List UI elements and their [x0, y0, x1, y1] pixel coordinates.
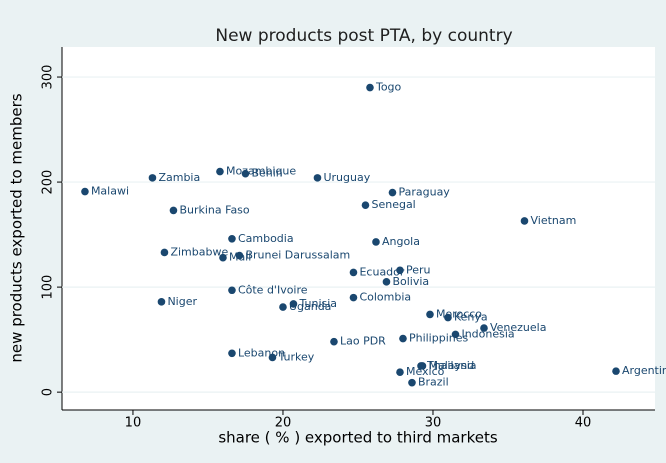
- point: [349, 293, 358, 302]
- point-label: Turkey: [277, 350, 314, 363]
- point: [160, 248, 169, 257]
- point-label: Vietnam: [530, 214, 576, 227]
- point-label: Niger: [167, 295, 197, 308]
- point: [241, 169, 250, 178]
- point-label: Colombia: [359, 291, 411, 304]
- x-axis-title: share ( % ) exported to third markets: [218, 429, 498, 447]
- point: [520, 217, 529, 225]
- point: [408, 378, 416, 387]
- point-label: Kenya: [454, 311, 488, 324]
- point: [81, 187, 89, 196]
- point: [388, 188, 397, 197]
- y-tick-label: 0: [41, 388, 56, 396]
- point: [451, 330, 460, 339]
- point-label: Peru: [406, 263, 431, 276]
- point: [361, 201, 370, 209]
- y-tick-label: 200: [41, 170, 56, 195]
- point-label: Brazil: [418, 376, 449, 389]
- y-axis-title: new products exported to members: [8, 93, 26, 362]
- point-label: Burkina Faso: [179, 203, 249, 216]
- x-tick-label: 30: [425, 416, 442, 431]
- point-label: Zimbabwe: [170, 245, 228, 258]
- point-label: Uganda: [289, 300, 331, 313]
- point: [399, 334, 407, 343]
- point: [612, 367, 620, 375]
- point: [235, 251, 244, 260]
- point: [216, 167, 224, 176]
- y-tick-label: 300: [41, 65, 56, 90]
- point-label: Philippines: [409, 332, 469, 345]
- point-label: Brunei Darussalam: [245, 249, 350, 262]
- point-label: Benin: [251, 167, 282, 180]
- point-label: Thailand: [426, 359, 474, 372]
- point-label: Lao PDR: [340, 335, 386, 348]
- point: [372, 238, 380, 246]
- point: [366, 83, 374, 92]
- point-label: Malaysia: [428, 359, 476, 372]
- point-label: Zambia: [158, 171, 200, 184]
- point: [228, 349, 236, 358]
- point-label: Indonesia: [461, 327, 514, 340]
- y-tick-label: 100: [41, 275, 56, 300]
- point-label: Cambodia: [238, 232, 294, 245]
- chart-title: New products post PTA, by country: [215, 26, 512, 46]
- point-label: Côte d'Ivoire: [238, 283, 308, 296]
- x-tick-label: 40: [575, 416, 592, 431]
- x-tick-label: 10: [125, 416, 142, 431]
- point: [169, 206, 178, 215]
- point-label: Togo: [375, 81, 402, 94]
- point-label: Malawi: [91, 185, 129, 198]
- point-label: Bolivia: [392, 275, 429, 288]
- point: [418, 362, 427, 370]
- point: [349, 268, 358, 277]
- x-tick-label: 20: [275, 416, 292, 431]
- point: [289, 300, 298, 308]
- point: [279, 303, 287, 311]
- point: [148, 174, 157, 182]
- point: [444, 313, 452, 322]
- point-label: Uruguay: [323, 171, 370, 184]
- point: [313, 174, 322, 182]
- point: [228, 286, 236, 295]
- point-label: Senegal: [371, 198, 415, 211]
- point: [268, 353, 277, 362]
- point: [330, 337, 338, 346]
- point: [219, 253, 227, 262]
- point-label: Angola: [382, 235, 420, 248]
- plot-area: [62, 47, 655, 410]
- point: [396, 266, 404, 275]
- point-label: Paraguay: [398, 186, 450, 199]
- point-label: Argentina: [622, 364, 666, 377]
- point-label: Venezuela: [490, 321, 547, 334]
- point: [157, 298, 166, 306]
- point: [228, 234, 236, 243]
- point-label: Ecuador: [359, 265, 404, 278]
- point-label: Tunisia: [298, 297, 337, 310]
- point: [382, 278, 391, 286]
- point-label: Mexico: [406, 365, 445, 378]
- point: [426, 310, 434, 319]
- point: [396, 368, 404, 376]
- point: [480, 324, 488, 332]
